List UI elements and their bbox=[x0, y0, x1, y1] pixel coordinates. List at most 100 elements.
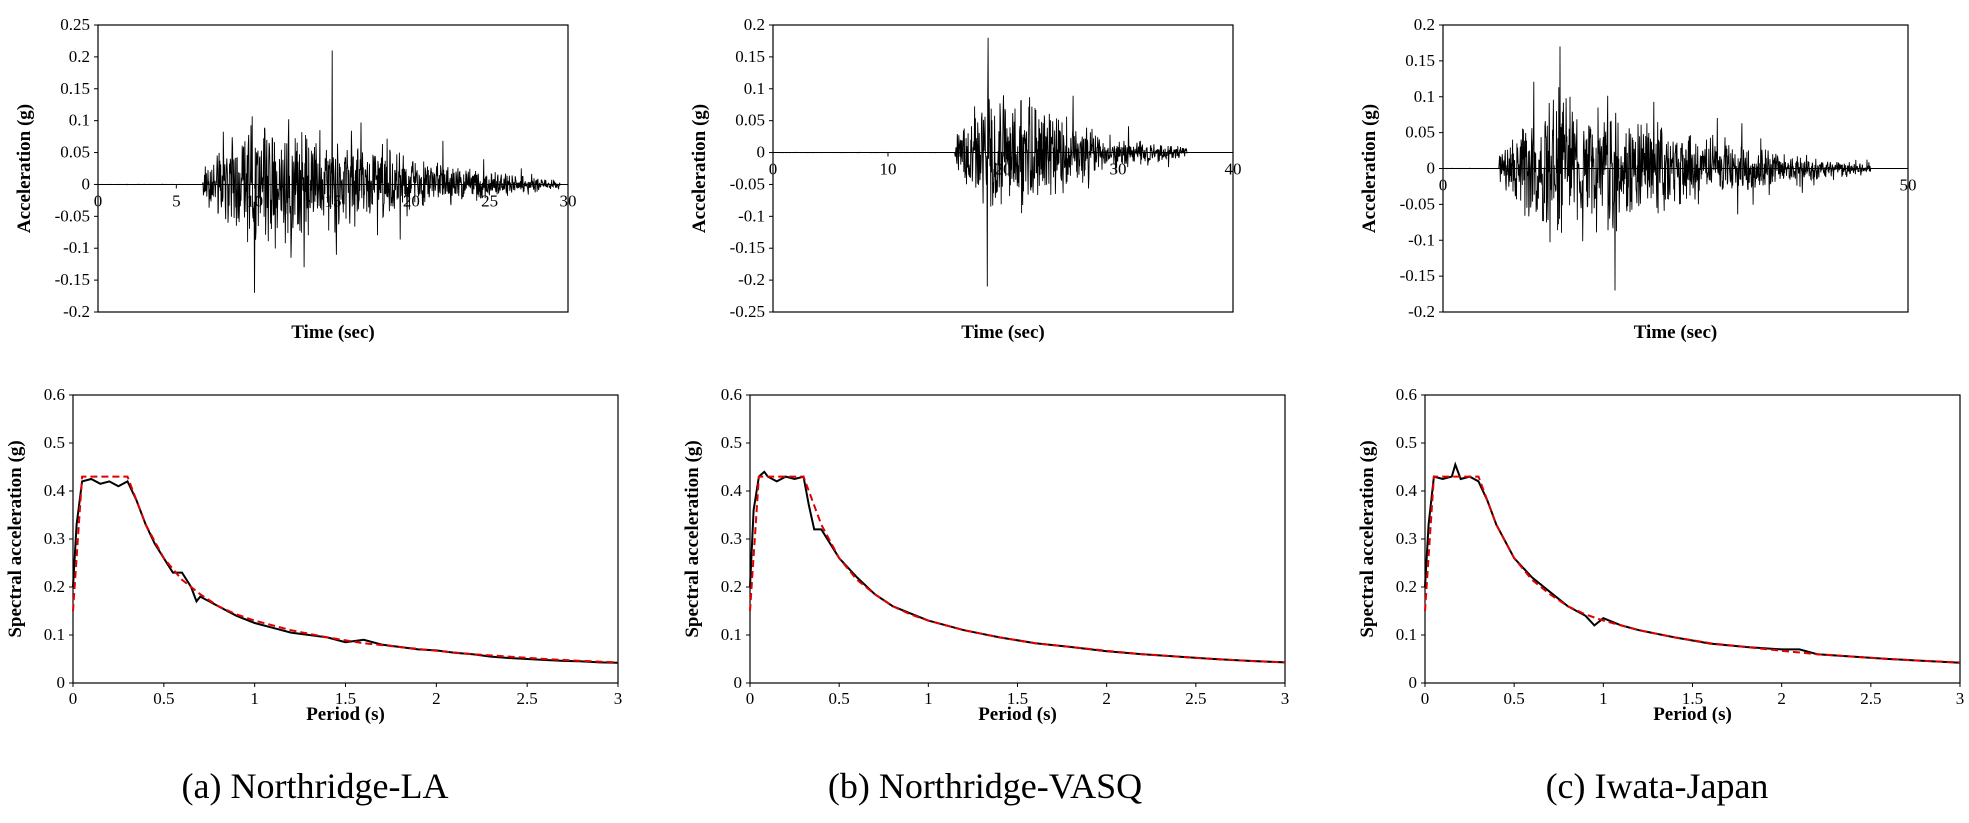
y-tick-label: 0 bbox=[757, 143, 766, 162]
x-tick-label: 5 bbox=[172, 191, 181, 210]
y-tick-label: -0.05 bbox=[1400, 194, 1435, 213]
y-tick-label: -0.2 bbox=[1408, 302, 1435, 321]
x-tick-label: 50 bbox=[1900, 176, 1917, 195]
target-spectrum-line bbox=[749, 475, 1286, 664]
y-tick-label: 0.15 bbox=[60, 79, 90, 98]
panel-c-spectrum: 0 0.1 0.2 0.3 0.4 0.5 0.6 0 0.5 1 1.5 2 2.5 3 Period (… bbox=[1357, 385, 1964, 725]
y-tick-label: 0.6 bbox=[1396, 385, 1417, 404]
x-tick-label: 3 bbox=[614, 689, 623, 708]
y-tick-label: -0.05 bbox=[730, 174, 765, 193]
x-axis-label: Time (sec) bbox=[1634, 322, 1718, 343]
x-tick-label: 1 bbox=[250, 689, 259, 708]
x-axis-label: Time (sec) bbox=[291, 322, 375, 343]
caption-c: (c) Iwata-Japan bbox=[1546, 766, 1769, 806]
x-tick-label: 1.5 bbox=[1682, 689, 1703, 708]
y-tick-label: -0.2 bbox=[63, 302, 90, 321]
caption-a: (a) Northridge-LA bbox=[182, 766, 449, 806]
x-tick-label: 2.5 bbox=[1860, 689, 1881, 708]
y-tick-label: 0.1 bbox=[44, 625, 65, 644]
y-tick-label: -0.15 bbox=[730, 238, 765, 257]
x-tick-label: 0 bbox=[1421, 689, 1430, 708]
x-tick-label: 2.5 bbox=[1185, 689, 1206, 708]
y-tick-label: 0.1 bbox=[744, 79, 765, 98]
x-axis-label: Period (s) bbox=[1653, 704, 1732, 725]
y-tick-label: 0.2 bbox=[44, 577, 65, 596]
target-spectrum-line bbox=[1424, 475, 1961, 664]
y-tick-label: 0.4 bbox=[1396, 481, 1418, 500]
panel-b-spectrum: 0 0.1 0.2 0.3 0.4 0.5 0.6 0 0.5 1 1.5 2 2.5 3 Period (… bbox=[682, 385, 1289, 725]
x-tick-label: 3 bbox=[1281, 689, 1290, 708]
acceleration-trace bbox=[97, 50, 561, 293]
y-tick-label: -0.25 bbox=[730, 302, 765, 321]
y-tick-label: 0.5 bbox=[44, 433, 65, 452]
y-tick-label: 0.6 bbox=[721, 385, 742, 404]
y-tick-label: 0.1 bbox=[69, 111, 90, 130]
y-tick-label: -0.15 bbox=[1400, 266, 1435, 285]
record-spectrum-line bbox=[72, 477, 619, 664]
y-tick-label: 0.3 bbox=[44, 529, 65, 548]
plot-frame bbox=[772, 24, 1234, 313]
y-tick-label: 0.2 bbox=[1414, 15, 1435, 34]
y-tick-label: 0.3 bbox=[1396, 529, 1417, 548]
y-tick-label: 0.1 bbox=[1396, 625, 1417, 644]
y-tick-label: 0.2 bbox=[721, 577, 742, 596]
y-tick-label: 0.05 bbox=[735, 111, 765, 130]
y-tick-label: 0.2 bbox=[744, 15, 765, 34]
y-tick-label: -0.15 bbox=[55, 270, 90, 289]
x-tick-label: 10 bbox=[880, 160, 897, 179]
x-tick-label: 0.5 bbox=[1504, 689, 1525, 708]
x-tick-label: 30 bbox=[1110, 160, 1127, 179]
caption-b: (b) Northridge-VASQ bbox=[828, 766, 1142, 806]
x-tick-label: 0.5 bbox=[829, 689, 850, 708]
x-tick-label: 1 bbox=[1599, 689, 1608, 708]
x-axis-label: Time (sec) bbox=[961, 322, 1045, 343]
y-tick-label: 0.2 bbox=[69, 47, 90, 66]
y-axis-label: Spectral acceleration (g) bbox=[5, 440, 26, 637]
y-tick-label: 0.5 bbox=[721, 433, 742, 452]
record-spectrum-line bbox=[1424, 461, 1961, 664]
y-axis-label: Spectral acceleration (g) bbox=[1357, 440, 1378, 637]
panel-a-spectrum: 0 0.1 0.2 0.3 0.4 0.5 0.6 0 0.5 1 1.5 2 2.5 3 Period (… bbox=[5, 385, 622, 725]
record-spectrum-line bbox=[749, 470, 1286, 664]
y-tick-label: -0.1 bbox=[63, 238, 90, 257]
y-tick-label: -0.2 bbox=[738, 270, 765, 289]
x-tick-label: 0 bbox=[94, 191, 103, 210]
y-tick-label: 0.25 bbox=[60, 15, 90, 34]
y-tick-label: 0.5 bbox=[1396, 433, 1417, 452]
acceleration-trace bbox=[773, 37, 1188, 287]
y-tick-label: 0.1 bbox=[721, 625, 742, 644]
target-spectrum-line bbox=[72, 475, 619, 664]
x-tick-label: 2 bbox=[1102, 689, 1111, 708]
y-tick-label: 0.1 bbox=[1414, 87, 1435, 106]
acceleration-trace bbox=[1443, 46, 1872, 291]
y-tick-label: 0.2 bbox=[1396, 577, 1417, 596]
x-tick-label: 0.5 bbox=[153, 689, 174, 708]
y-tick-label: -0.05 bbox=[55, 206, 90, 225]
x-tick-label: 2 bbox=[432, 689, 441, 708]
x-tick-label: 0 bbox=[1439, 176, 1448, 195]
y-tick-label: 0 bbox=[82, 174, 91, 193]
y-tick-label: 0.15 bbox=[735, 47, 765, 66]
y-tick-label: 0.15 bbox=[1405, 51, 1435, 70]
x-tick-label: 1.5 bbox=[1007, 689, 1028, 708]
x-tick-label: 2 bbox=[1777, 689, 1786, 708]
y-tick-label: 0.05 bbox=[1405, 123, 1435, 142]
y-tick-label: 0.05 bbox=[60, 143, 90, 162]
y-tick-label: 0 bbox=[1409, 673, 1418, 692]
y-tick-label: 0.4 bbox=[721, 481, 743, 500]
x-tick-label: 3 bbox=[1956, 689, 1965, 708]
x-tick-label: 1 bbox=[924, 689, 933, 708]
y-tick-label: -0.1 bbox=[1408, 230, 1435, 249]
y-axis-label: Acceleration (g) bbox=[14, 104, 35, 233]
y-tick-label: 0.4 bbox=[44, 481, 66, 500]
y-tick-label: 0.6 bbox=[44, 385, 65, 404]
x-tick-label: 40 bbox=[1225, 160, 1242, 179]
x-axis-label: Period (s) bbox=[306, 704, 385, 725]
y-tick-label: -0.1 bbox=[738, 206, 765, 225]
x-tick-label: 2.5 bbox=[517, 689, 538, 708]
x-tick-label: 0 bbox=[769, 160, 778, 179]
x-tick-label: 30 bbox=[560, 191, 577, 210]
